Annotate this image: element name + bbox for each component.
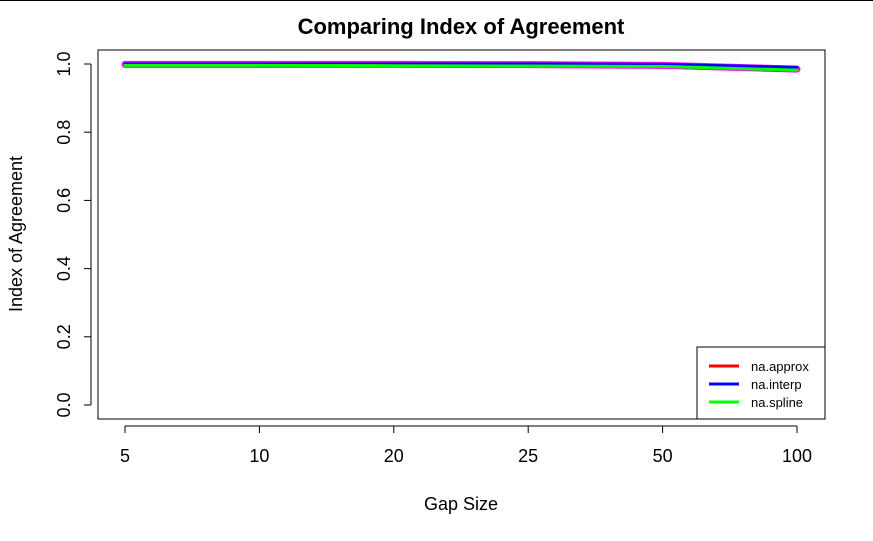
y-tick-label: 1.0 (54, 51, 74, 76)
x-tick-label: 50 (653, 446, 673, 466)
y-axis: 0.0 0.2 0.4 0.6 0.8 1.0 (54, 51, 92, 418)
top-border (0, 0, 873, 1)
y-tick-label: 0.4 (54, 256, 74, 281)
series-lines (121, 60, 801, 73)
chart-title: Comparing Index of Agreement (298, 14, 625, 39)
x-axis: 5 10 20 25 50 100 (120, 425, 812, 466)
x-axis-label: Gap Size (424, 494, 498, 514)
x-tick-label: 10 (249, 446, 269, 466)
x-tick-label: 20 (384, 446, 404, 466)
series-line-na-spline (123, 63, 799, 72)
plot-area (97, 49, 826, 420)
y-axis-label: Index of Agreement (6, 156, 26, 312)
legend-label: na.interp (751, 377, 802, 392)
y-tick-label: 0.2 (54, 324, 74, 349)
legend: na.approx na.interp na.spline (696, 346, 826, 420)
y-tick-label: 0.6 (54, 188, 74, 213)
x-tick-label: 100 (782, 446, 812, 466)
x-tick-label: 25 (518, 446, 538, 466)
y-tick-label: 0.0 (54, 392, 74, 417)
legend-label: na.approx (751, 359, 809, 374)
legend-label: na.spline (751, 395, 803, 410)
x-tick-label: 5 (120, 446, 130, 466)
y-tick-label: 0.8 (54, 120, 74, 145)
